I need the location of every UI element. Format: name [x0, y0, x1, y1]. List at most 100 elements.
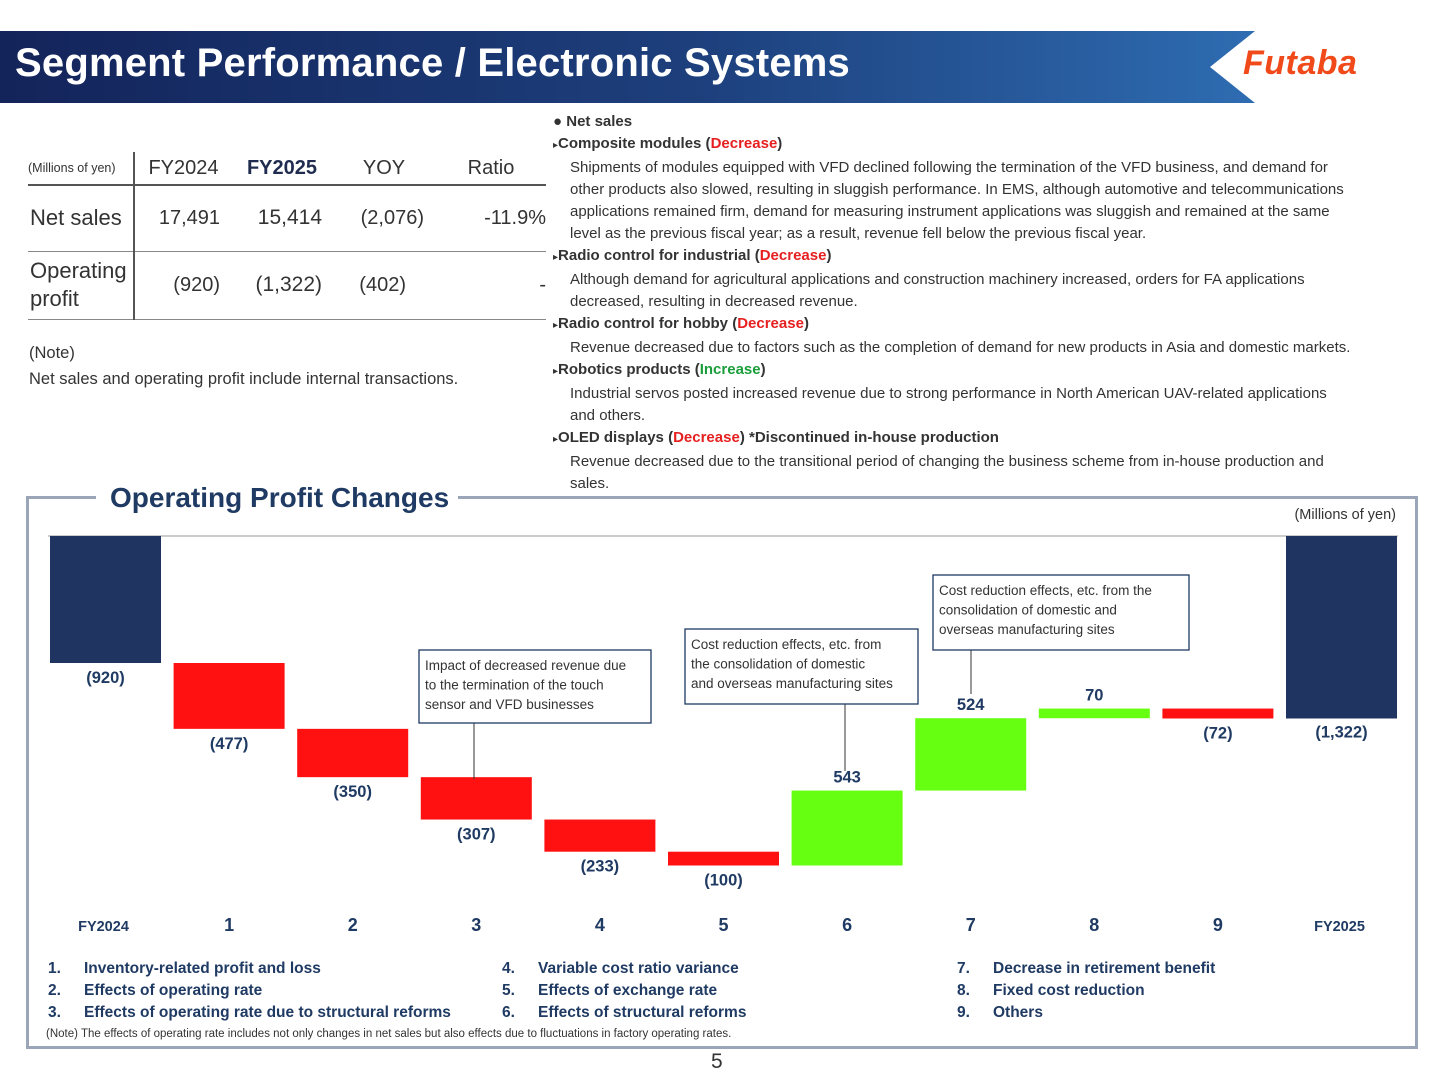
bar-2 — [297, 728, 409, 778]
triangle-bullet-icon: ▸ — [553, 320, 559, 331]
callout-text: to the termination of the touch — [425, 678, 604, 693]
cell-value: (2,076) — [332, 185, 436, 252]
legend-item: 6. Effects of structural reforms — [502, 1004, 747, 1021]
note-item-heading: ▸OLED displays (Decrease) *Discontinued … — [553, 429, 999, 446]
note-item-text: Although demand for agricultural applica… — [570, 271, 1305, 288]
chart-note: (Note) The effects of operating rate inc… — [46, 1028, 732, 1040]
value-label: (920) — [86, 669, 125, 687]
callout-text: the consolidation of domestic — [691, 657, 865, 672]
callout-text: and overseas manufacturing sites — [691, 676, 893, 691]
legend-column-3: 7. Decrease in retirement benefit 8. Fixed … — [957, 958, 1215, 1024]
legend-item: 2. Effects of operating rate — [48, 982, 263, 999]
table-note-text: Net sales and operating profit include i… — [29, 370, 459, 388]
legend-column-1: 1. Inventory-related profit and loss 2. Eff… — [48, 958, 451, 1024]
category-label: FY2025 — [1314, 919, 1365, 935]
notes-list: ▸Composite modules (Decrease) Shipments o… — [553, 133, 1433, 495]
value-label: 543 — [833, 769, 861, 787]
bar-4 — [544, 819, 656, 852]
callout-box — [684, 628, 919, 705]
note-item-text: applications remained firm, demand for m… — [570, 203, 1330, 220]
callout-box — [932, 574, 1190, 651]
category-label: 6 — [842, 915, 852, 935]
note-item-text: decreased, resulting in decreased revenu… — [570, 293, 858, 310]
category-label: 1 — [224, 915, 234, 935]
value-label: (350) — [333, 783, 372, 801]
callout-text: Cost reduction effects, etc. from the — [939, 583, 1152, 598]
annotation-callout: Cost reduction effects, etc. from the con… — [932, 574, 1190, 694]
note-item-heading: ▸Radio control for hobby (Decrease) — [553, 315, 809, 332]
col-yoy: YOY — [332, 152, 436, 186]
table-note-title: (Note) — [29, 344, 75, 362]
note-item-text: sales. — [570, 475, 610, 492]
legend-item: 9. Others — [957, 1004, 1043, 1021]
row-label: Net sales — [28, 185, 135, 252]
value-label: (307) — [457, 826, 496, 844]
bar-6 — [791, 790, 903, 866]
chart-units: (Millions of yen) — [1294, 507, 1396, 523]
bar-8 — [1038, 708, 1150, 719]
value-label: (233) — [581, 858, 620, 876]
note-item-text: Industrial servos posted increased reven… — [570, 385, 1327, 402]
category-label: 2 — [348, 915, 358, 935]
cell-value: - — [436, 251, 546, 320]
annotation-callout: Cost reduction effects, etc. from the con… — [684, 628, 919, 771]
triangle-bullet-icon: ▸ — [553, 366, 559, 377]
note-item-text: and others. — [570, 407, 646, 424]
callout-text: overseas manufacturing sites — [939, 622, 1115, 637]
callout-text: consolidation of domestic and — [939, 603, 1117, 618]
cell-value: 17,491 — [134, 185, 232, 252]
callout-text: sensor and VFD businesses — [425, 697, 594, 712]
status-label: Decrease — [673, 429, 740, 446]
frame-title-background — [96, 480, 458, 518]
table-note: (Note) Net sales and operating profit in… — [29, 340, 458, 392]
title-banner: Segment Performance / Electronic Systems — [0, 31, 1255, 103]
chart-frame — [26, 496, 1418, 1049]
category-label: 8 — [1089, 915, 1099, 935]
bar-3 — [420, 777, 532, 820]
category-label: FY2024 — [78, 919, 129, 935]
annotation-callout: Impact of decreased revenue due to the te… — [418, 649, 652, 779]
col-fy2024: FY2024 — [134, 152, 232, 186]
note-item-heading: ▸Robotics products (Increase) — [553, 361, 766, 378]
note-item-text: level as the previous fiscal year; as a … — [570, 225, 1147, 242]
status-label: Decrease — [737, 315, 804, 332]
page-number: 5 — [711, 1050, 723, 1073]
cell-value: -11.9% — [436, 185, 546, 252]
legend-item: 4. Variable cost ratio variance — [502, 960, 739, 977]
page-title: Segment Performance / Electronic Systems — [15, 41, 850, 85]
logo-arrow-shape — [1210, 31, 1260, 103]
triangle-bullet-icon: ▸ — [553, 434, 559, 445]
notes-heading: ● Net sales — [553, 113, 633, 130]
cell-value: 15,414 — [232, 185, 332, 252]
triangle-bullet-icon: ▸ — [553, 140, 559, 151]
chart-title: Operating Profit Changes — [110, 482, 450, 513]
legend-item: 5. Effects of exchange rate — [502, 982, 718, 999]
callout-text: Cost reduction effects, etc. from — [691, 637, 881, 652]
note-item-heading: ▸Radio control for industrial (Decrease) — [553, 247, 832, 264]
value-label: (100) — [704, 872, 743, 890]
value-label: (477) — [210, 735, 249, 753]
col-ratio: Ratio — [436, 152, 546, 186]
value-label: (72) — [1203, 724, 1232, 742]
cell-value: (402) — [332, 251, 436, 320]
bar-FY2024 — [50, 536, 161, 663]
bar-FY2025 — [1286, 536, 1397, 719]
net-sales-notes: ● Net sales ▸Composite modules (Decrease… — [553, 111, 1433, 495]
table-header-row: (Millions of yen) FY2024 FY2025 YOY Rati… — [28, 152, 546, 186]
col-fy2025: FY2025 — [232, 152, 332, 186]
status-label: Decrease — [759, 247, 827, 264]
cell-value: (920) — [134, 251, 232, 320]
status-label: Increase — [699, 361, 761, 378]
futaba-logo: Futaba — [1243, 44, 1358, 82]
waterfall-chart: (920) FY2024 (477) 1 (350) 2 (307) 3 (233) 4 (100)… — [48, 535, 1398, 935]
value-label: 70 — [1085, 687, 1103, 705]
status-label: Decrease — [710, 135, 778, 152]
cell-value: (1,322) — [232, 251, 332, 320]
value-label: 524 — [957, 696, 985, 714]
note-item-text: Revenue decreased due to factors such as… — [570, 339, 1351, 356]
legend-item: 1. Inventory-related profit and loss — [48, 960, 321, 977]
value-label: (1,322) — [1315, 723, 1367, 741]
kpi-table: (Millions of yen) FY2024 FY2025 YOY Rati… — [28, 152, 546, 320]
legend-column-2: 4. Variable cost ratio variance 5. Effects … — [502, 958, 746, 1024]
legend-item: 8. Fixed cost reduction — [957, 982, 1145, 999]
